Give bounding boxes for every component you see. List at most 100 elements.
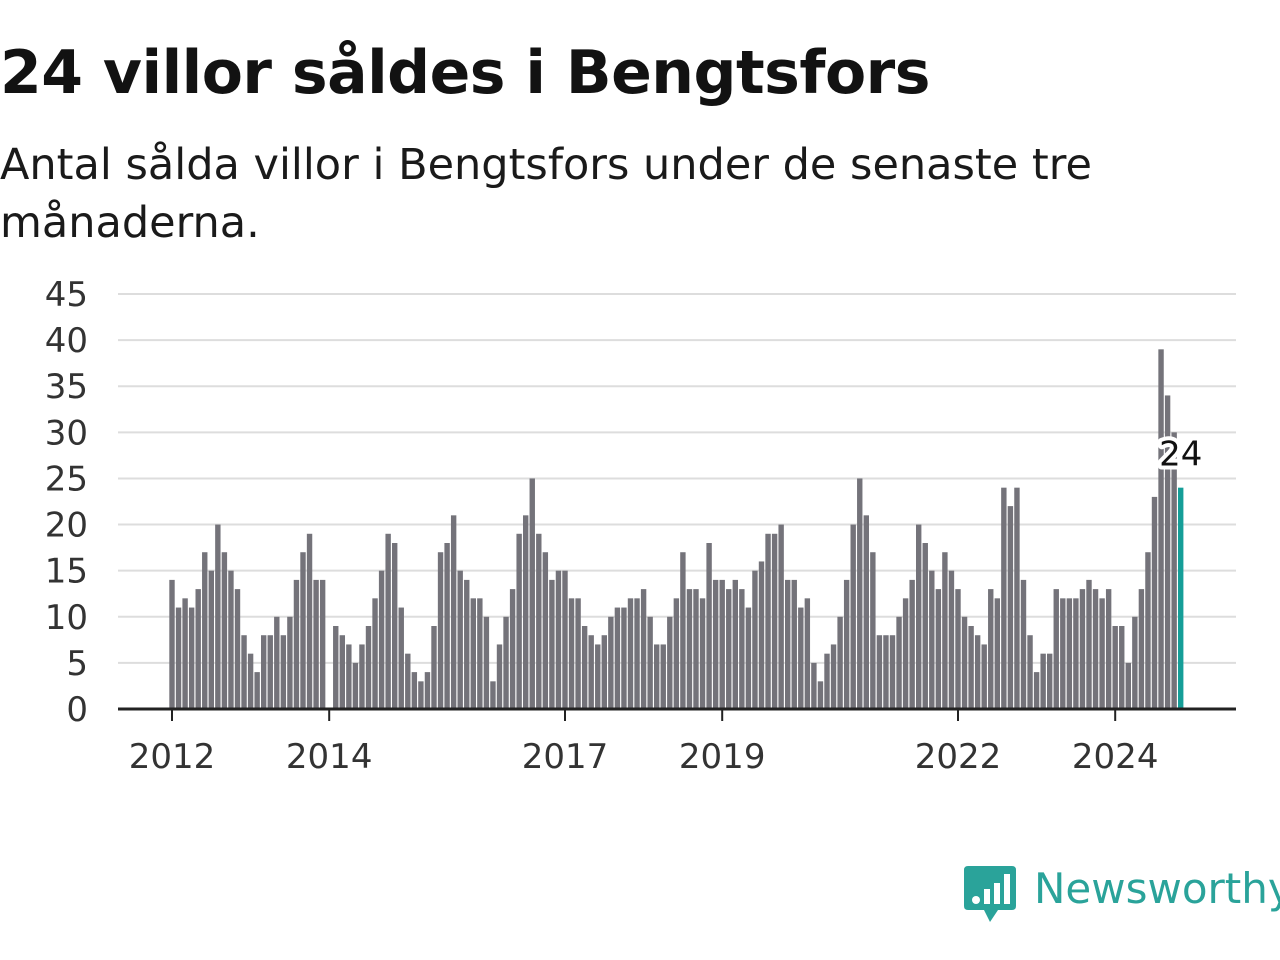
bar	[1001, 487, 1007, 709]
x-tick-label: 2019	[679, 737, 766, 777]
bar	[319, 579, 326, 709]
bar	[346, 644, 352, 709]
bar	[424, 672, 431, 709]
bar	[804, 598, 811, 709]
bar	[385, 533, 391, 709]
bar	[254, 672, 260, 709]
bar	[785, 579, 791, 709]
bar	[411, 672, 418, 709]
bar	[719, 579, 725, 709]
y-axis-ticks: 0 5 10 15 20 25 30 35 40 45	[45, 275, 88, 730]
bar	[798, 607, 804, 709]
bar	[542, 552, 549, 709]
bar	[483, 616, 490, 709]
bar	[568, 598, 575, 709]
bar	[595, 644, 601, 709]
bar	[280, 635, 287, 709]
bar	[693, 589, 699, 709]
bar	[883, 635, 889, 709]
bar	[680, 552, 686, 709]
bar	[706, 543, 712, 709]
bar	[758, 561, 765, 709]
bar	[1158, 349, 1164, 709]
bar	[470, 598, 476, 709]
bar	[1066, 598, 1073, 709]
y-tick-label: 35	[45, 367, 88, 407]
bar	[188, 607, 195, 709]
bar	[974, 635, 981, 709]
bar	[968, 626, 974, 709]
bar	[916, 524, 922, 709]
bar	[1145, 552, 1151, 709]
bar	[994, 598, 1000, 709]
y-tick-label: 10	[45, 598, 88, 638]
bar	[765, 533, 771, 709]
bar	[739, 589, 745, 709]
bar	[588, 635, 594, 709]
bar	[686, 589, 693, 709]
bar	[228, 570, 234, 709]
bar	[1112, 626, 1118, 709]
y-tick-label: 5	[66, 644, 88, 684]
y-tick-label: 20	[45, 506, 88, 546]
bar	[1007, 506, 1014, 709]
bar	[896, 616, 902, 709]
bar	[464, 579, 470, 709]
bar	[241, 635, 247, 709]
bar	[981, 644, 987, 709]
bar	[627, 598, 634, 709]
bar	[1027, 635, 1033, 709]
x-tick-label: 2022	[915, 737, 1002, 777]
bar	[634, 598, 640, 709]
bar	[372, 598, 378, 709]
bar	[293, 579, 300, 709]
chart-subtitle: Antal sålda villor i Bengtsfors under de…	[0, 140, 1092, 248]
bar	[392, 543, 398, 709]
bar	[359, 644, 365, 709]
bar	[300, 552, 306, 709]
bar	[1171, 432, 1177, 709]
bar	[549, 579, 555, 709]
bar	[1164, 395, 1171, 709]
bar	[234, 589, 241, 709]
bar	[477, 598, 483, 709]
bar	[418, 681, 424, 709]
bar	[437, 552, 444, 709]
bar	[581, 626, 588, 709]
bar	[601, 635, 607, 709]
bar	[555, 570, 562, 709]
bar	[699, 598, 706, 709]
y-tick-label: 0	[66, 690, 88, 730]
bar	[935, 589, 942, 709]
bar	[339, 635, 345, 709]
bar	[771, 533, 778, 709]
bar	[640, 589, 647, 709]
bar	[614, 607, 621, 709]
bar	[267, 635, 273, 709]
bar	[726, 589, 732, 709]
bar	[1132, 616, 1138, 709]
bar	[647, 616, 653, 709]
chart-speech-bubble-icon	[964, 866, 1016, 922]
bar	[955, 589, 961, 709]
bar	[306, 533, 313, 709]
bar	[1073, 598, 1079, 709]
bar	[811, 662, 817, 709]
bar	[1151, 496, 1158, 709]
bar	[621, 607, 627, 709]
bar	[562, 570, 568, 709]
bar	[857, 478, 863, 709]
bar	[1060, 598, 1066, 709]
bar	[398, 607, 404, 709]
bar	[450, 515, 457, 709]
bar	[313, 579, 319, 709]
bar	[247, 653, 254, 709]
x-tick-label: 2014	[286, 737, 373, 777]
bar	[509, 589, 516, 709]
bar	[536, 533, 542, 709]
bar	[673, 598, 680, 709]
bar	[287, 616, 293, 709]
x-axis-ticks: 2012 2014 2017 2019 2022 2024	[129, 709, 1158, 777]
bar	[496, 644, 503, 709]
